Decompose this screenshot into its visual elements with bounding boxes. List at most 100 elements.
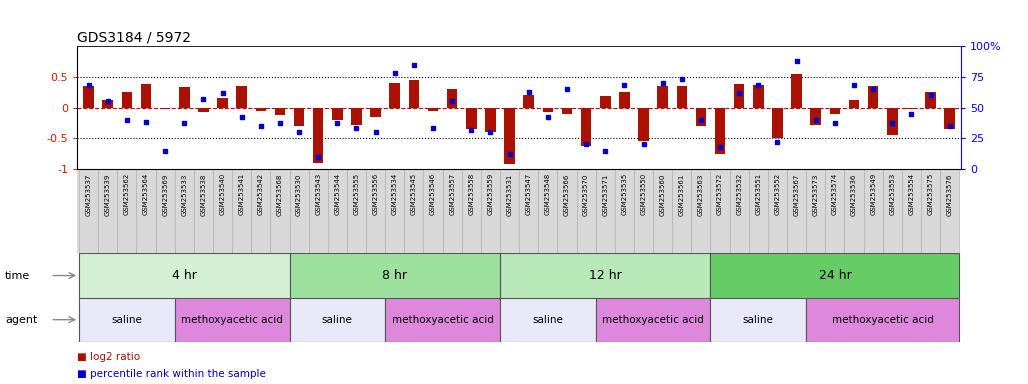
Text: GSM253574: GSM253574 [832, 173, 838, 215]
Text: GSM253562: GSM253562 [123, 173, 130, 215]
Bar [121, 92, 133, 108]
Bar [730, 169, 748, 253]
Text: GSM253563: GSM253563 [698, 173, 704, 215]
Text: GSM253546: GSM253546 [430, 173, 436, 215]
Text: GSM253558: GSM253558 [469, 173, 474, 215]
Bar [103, 100, 113, 108]
Bar [868, 86, 878, 108]
Bar [810, 108, 821, 125]
Text: GSM253532: GSM253532 [736, 173, 742, 215]
Bar [198, 108, 209, 113]
Text: GSM253548: GSM253548 [545, 173, 551, 215]
Text: time: time [5, 270, 31, 281]
Bar [236, 86, 247, 108]
Bar [290, 253, 500, 298]
Text: GSM253537: GSM253537 [85, 173, 91, 215]
Bar [366, 169, 386, 253]
Text: GSM253550: GSM253550 [640, 173, 647, 215]
Bar [256, 108, 266, 111]
Text: agent: agent [5, 314, 37, 325]
Bar [581, 108, 591, 146]
Text: GSM253573: GSM253573 [813, 173, 818, 215]
Text: saline: saline [743, 314, 774, 325]
Bar [270, 169, 290, 253]
Text: GSM253566: GSM253566 [564, 173, 570, 215]
Bar [175, 169, 194, 253]
Bar [864, 169, 883, 253]
Bar [902, 169, 921, 253]
Bar [657, 86, 668, 108]
Text: GSM253572: GSM253572 [718, 173, 723, 215]
Bar [748, 169, 768, 253]
Text: GSM253541: GSM253541 [238, 173, 245, 215]
Bar [519, 169, 539, 253]
Bar [308, 169, 328, 253]
Bar [887, 108, 897, 135]
Bar [672, 169, 692, 253]
Bar [346, 169, 366, 253]
Bar [386, 298, 500, 342]
Bar [232, 169, 251, 253]
Text: methoxyacetic acid: methoxyacetic acid [602, 314, 704, 325]
Bar [787, 169, 806, 253]
Bar [768, 169, 787, 253]
Text: ■ log2 ratio: ■ log2 ratio [77, 352, 140, 362]
Bar [539, 169, 557, 253]
Bar [792, 74, 802, 108]
Bar [615, 169, 634, 253]
Bar [485, 108, 495, 132]
Bar [925, 92, 935, 108]
Bar [386, 169, 404, 253]
Bar [543, 108, 553, 113]
Bar [194, 169, 213, 253]
Bar [409, 80, 419, 108]
Text: GSM253551: GSM253551 [756, 173, 762, 215]
Bar [710, 298, 806, 342]
Bar [557, 169, 577, 253]
Text: GSM253575: GSM253575 [927, 173, 933, 215]
Bar [117, 169, 137, 253]
Bar [79, 298, 175, 342]
Bar [83, 86, 94, 108]
Bar [332, 108, 342, 120]
Text: GSM253539: GSM253539 [105, 173, 111, 215]
Bar [595, 298, 710, 342]
Bar [638, 108, 649, 141]
Bar [175, 298, 290, 342]
Bar [98, 169, 117, 253]
Bar [274, 108, 285, 115]
Text: GSM253543: GSM253543 [316, 173, 321, 215]
Text: GSM253542: GSM253542 [258, 173, 264, 215]
Bar [179, 87, 189, 108]
Bar [600, 96, 611, 108]
Bar [634, 169, 653, 253]
Text: GSM253540: GSM253540 [220, 173, 225, 215]
Text: GSM253570: GSM253570 [583, 173, 589, 215]
Bar [294, 108, 304, 126]
Text: GSM253564: GSM253564 [143, 173, 149, 215]
Bar [806, 169, 825, 253]
Text: GSM253555: GSM253555 [354, 173, 360, 215]
Bar [370, 108, 381, 117]
Text: 12 hr: 12 hr [589, 269, 622, 282]
Bar [505, 108, 515, 164]
Bar [696, 108, 706, 126]
Bar [883, 169, 902, 253]
Bar [428, 108, 438, 111]
Text: GSM253559: GSM253559 [487, 173, 493, 215]
Bar [692, 169, 710, 253]
Bar [290, 298, 386, 342]
Text: GSM253557: GSM253557 [449, 173, 455, 215]
Bar [561, 108, 573, 114]
Text: GSM253531: GSM253531 [507, 173, 513, 215]
Bar [830, 108, 840, 114]
Bar [941, 169, 959, 253]
Text: saline: saline [533, 314, 563, 325]
Bar [466, 108, 477, 129]
Text: saline: saline [322, 314, 353, 325]
Text: GSM253576: GSM253576 [947, 173, 953, 215]
Bar [500, 298, 595, 342]
Text: ■ percentile rank within the sample: ■ percentile rank within the sample [77, 369, 266, 379]
Text: GSM253556: GSM253556 [372, 173, 378, 215]
Bar [424, 169, 443, 253]
